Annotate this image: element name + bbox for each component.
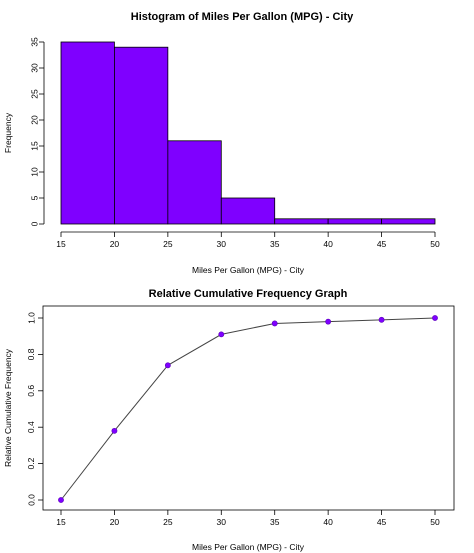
- cumulative-point: [218, 331, 225, 338]
- histogram-y-tick-label: 0: [29, 221, 39, 226]
- histogram-y-tick-label: 15: [29, 141, 39, 151]
- histogram-bar: [60, 41, 115, 225]
- histogram-x-tick-label: 25: [163, 239, 173, 249]
- histogram-y-tick-label: 30: [29, 63, 39, 73]
- histogram-x-tick-label: 45: [377, 239, 387, 249]
- histogram-x-tick-label: 15: [56, 239, 66, 249]
- histogram-x-tick-label: 20: [110, 239, 120, 249]
- cumulative-x-tick-label: 50: [430, 517, 440, 527]
- histogram-y-tick-label: 10: [29, 167, 39, 177]
- histogram-chart: Histogram of Miles Per Gallon (MPG) - Ci…: [3, 11, 440, 275]
- histogram-x-label: Miles Per Gallon (MPG) - City: [192, 265, 305, 275]
- histogram-bar: [381, 218, 436, 225]
- histogram-bar: [167, 140, 222, 225]
- cumulative-x-tick-label: 25: [163, 517, 173, 527]
- cumulative-point: [111, 427, 118, 434]
- histogram-bar: [220, 197, 276, 225]
- histogram-y-tick-label: 5: [29, 195, 39, 200]
- histogram-y-tick-label: 20: [29, 115, 39, 125]
- histogram-title: Histogram of Miles Per Gallon (MPG) - Ci…: [131, 11, 354, 23]
- cumulative-point: [432, 315, 438, 321]
- cumulative-point: [271, 320, 278, 327]
- cumulative-y-label: Relative Cumulative Frequency: [3, 348, 13, 467]
- histogram-bar: [274, 218, 329, 225]
- cumulative-title: Relative Cumulative Frequency Graph: [149, 288, 348, 300]
- histogram-x-axis: 15 20 25 30 35 40 45 50: [56, 231, 440, 249]
- cumulative-y-tick-label: 0.2: [26, 457, 36, 469]
- cumulative-x-tick-label: 20: [110, 517, 120, 527]
- cumulative-point: [164, 362, 171, 369]
- cumulative-points: [58, 315, 438, 503]
- cumulative-y-tick-label: 1.0: [26, 312, 36, 324]
- cumulative-point: [325, 318, 332, 325]
- cumulative-y-tick-label: 0.6: [26, 385, 36, 397]
- histogram-y-axis: 0 5 10 15 20 25 30 35: [29, 37, 45, 226]
- cumulative-chart: Relative Cumulative Frequency Graph 15 20…: [3, 288, 455, 552]
- histogram-y-tick-label: 35: [29, 37, 39, 47]
- histogram-bar: [327, 218, 382, 225]
- cumulative-x-tick-label: 45: [377, 517, 387, 527]
- cumulative-point: [378, 316, 385, 323]
- cumulative-x-tick-label: 40: [323, 517, 333, 527]
- histogram-x-tick-label: 40: [323, 239, 333, 249]
- cumulative-plot-box: [42, 305, 455, 511]
- histogram-y-tick-label: 25: [29, 89, 39, 99]
- cumulative-x-axis: 15 20 25 30 35 40 45 50: [56, 510, 440, 527]
- cumulative-x-tick-label: 15: [56, 517, 66, 527]
- cumulative-x-tick-label: 30: [217, 517, 227, 527]
- histogram-x-tick-label: 35: [270, 239, 280, 249]
- cumulative-point: [58, 497, 64, 503]
- cumulative-y-tick-label: 0.8: [26, 348, 36, 360]
- cumulative-series-line: [60, 317, 436, 501]
- cumulative-x-label: Miles Per Gallon (MPG) - City: [192, 542, 305, 552]
- cumulative-y-tick-label: 0.4: [26, 421, 36, 433]
- cumulative-y-axis: 0.0 0.2 0.4 0.6 0.8 1.0: [26, 312, 43, 506]
- histogram-x-tick-label: 50: [430, 239, 440, 249]
- cumulative-y-tick-label: 0.0: [26, 494, 36, 506]
- cumulative-x-tick-label: 35: [270, 517, 280, 527]
- histogram-x-tick-label: 30: [217, 239, 227, 249]
- histogram-bars: [60, 41, 436, 225]
- histogram-y-label: Frequency: [3, 112, 13, 153]
- histogram-bar: [114, 46, 169, 225]
